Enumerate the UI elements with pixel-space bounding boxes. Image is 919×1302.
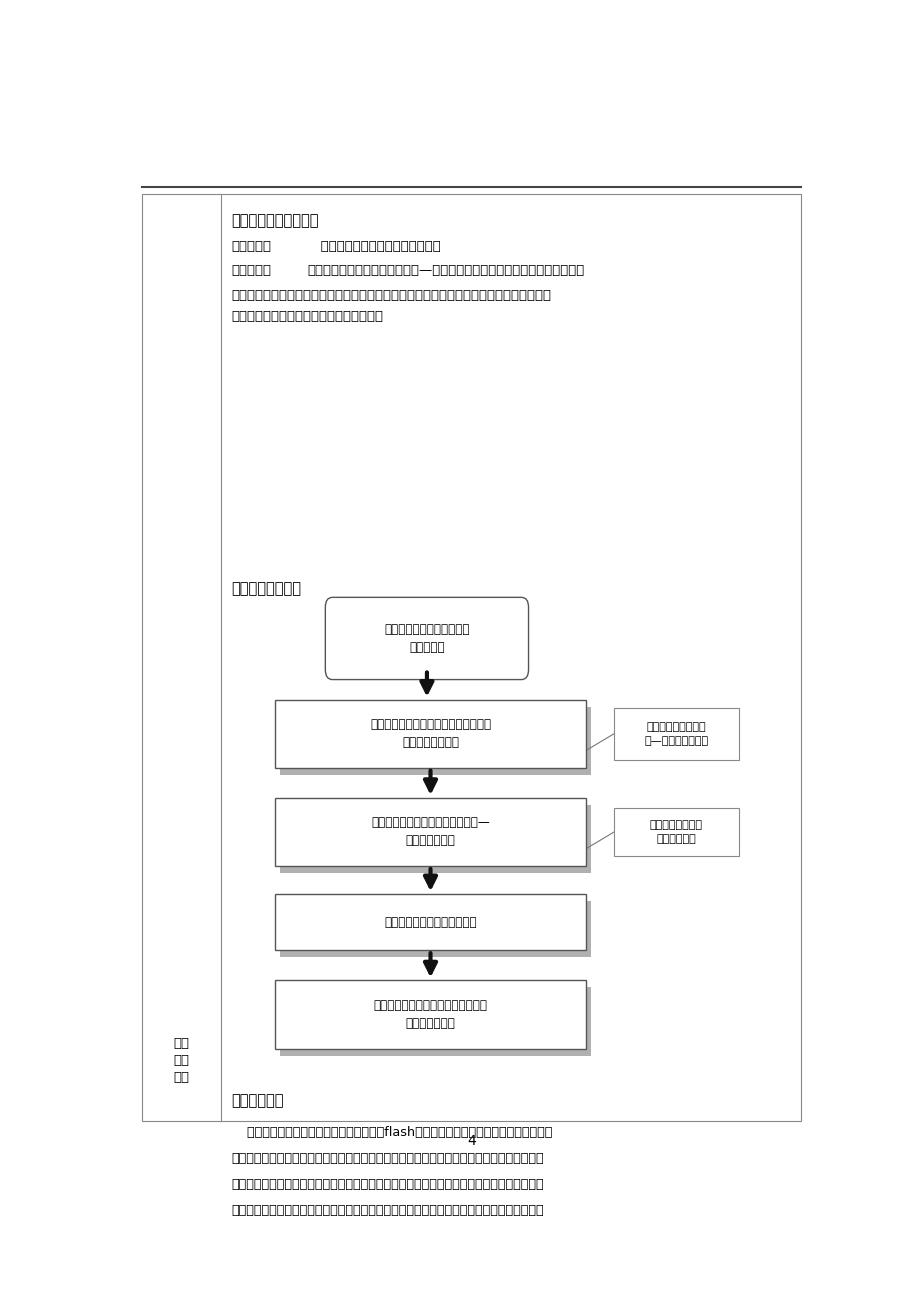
Text: 动手构建模型，层层递进，从而掌握重点。: 动手构建模型，层层递进，从而掌握重点。 — [231, 310, 383, 323]
Text: 学生来说是抽象的存在，利用课件讲解往往不能达到形象化的效果。本节课中我利用了卡纸制: 学生来说是抽象的存在，利用课件讲解往往不能达到形象化的效果。本节课中我利用了卡纸… — [231, 1152, 543, 1165]
Text: 在以往的教学中，常利用多媒体课件或者flash动画来讲解这部分内容，但是生物膜对于: 在以往的教学中，常利用多媒体课件或者flash动画来讲解这部分内容，但是生物膜对… — [231, 1126, 552, 1139]
Text: 模型构建生物膜的
磷脂双分子层: 模型构建生物膜的 磷脂双分子层 — [650, 820, 702, 844]
Bar — [275, 980, 585, 1048]
Text: 三、重点、难点突破：: 三、重点、难点突破： — [231, 214, 318, 228]
Text: 设计: 设计 — [173, 1036, 189, 1049]
Text: 说明: 说明 — [173, 1072, 189, 1085]
Text: 思路: 思路 — [173, 1055, 189, 1068]
Bar — [614, 708, 738, 760]
Bar — [614, 807, 738, 855]
FancyBboxPatch shape — [325, 598, 528, 680]
Bar — [280, 805, 590, 874]
Text: 如何让学生理解磷脂分子的排布特点是本节课的关键，最直接的方法就是让学生自己思考，: 如何让学生理解磷脂分子的排布特点是本节课的关键，最直接的方法就是让学生自己思考， — [231, 289, 550, 302]
Bar — [275, 699, 585, 768]
Text: 教学重点：: 教学重点： — [231, 241, 271, 254]
Bar — [275, 894, 585, 950]
Text: 五、设计感悟: 五、设计感悟 — [231, 1094, 283, 1108]
Text: 开放结束：蛋白质分子在生物膜中是
如何排布的呢？: 开放结束：蛋白质分子在生物膜中是 如何排布的呢？ — [373, 999, 487, 1030]
Text: 4: 4 — [467, 1134, 475, 1148]
Text: 组为单位，构建磷脂单分子层和双分子层的模型，将课堂的主体地位完全交给学生，学生在合: 组为单位，构建磷脂单分子层和双分子层的模型，将课堂的主体地位完全交给学生，学生在… — [231, 1204, 543, 1217]
Text: 生物膜的磷脂双分子层的结构: 生物膜的磷脂双分子层的结构 — [384, 915, 476, 928]
Text: 作了磷脂分子的模型，通过演示磷脂分子的模型让学生掌握磷脂分子的结构。同时让学生以小: 作了磷脂分子的模型，通过演示磷脂分子的模型让学生掌握磷脂分子的结构。同时让学生以… — [231, 1178, 543, 1191]
Bar — [280, 987, 590, 1056]
Text: 回顾细胞膜的主要成分是脂
质和蛋白质: 回顾细胞膜的主要成分是脂 质和蛋白质 — [384, 622, 470, 654]
Text: 四、教学设计流程: 四、教学设计流程 — [231, 581, 301, 596]
Text: 教学难点：: 教学难点： — [231, 263, 271, 276]
Text: 模型构建磷脂分子在
水—空气界面的排布: 模型构建磷脂分子在 水—空气界面的排布 — [643, 721, 708, 746]
Bar — [275, 798, 585, 866]
Text: 设疑导入：最主要的成分磷脂在生物膜
中是如何排布的呢: 设疑导入：最主要的成分磷脂在生物膜 中是如何排布的呢 — [369, 719, 491, 749]
Bar — [280, 901, 590, 957]
Text: 利用材料尝试构建磷脂分子在水—空气界面的排布以及磷脂双分子层的模型。: 利用材料尝试构建磷脂分子在水—空气界面的排布以及磷脂双分子层的模型。 — [307, 263, 584, 276]
Text: 磷脂分子的结构以及磷脂分子在水—
空气界面的排布: 磷脂分子的结构以及磷脂分子在水— 空气界面的排布 — [370, 816, 489, 848]
Bar — [280, 707, 590, 775]
Text: 生物膜磷脂双分子层的排布特点。: 生物膜磷脂双分子层的排布特点。 — [307, 241, 440, 254]
